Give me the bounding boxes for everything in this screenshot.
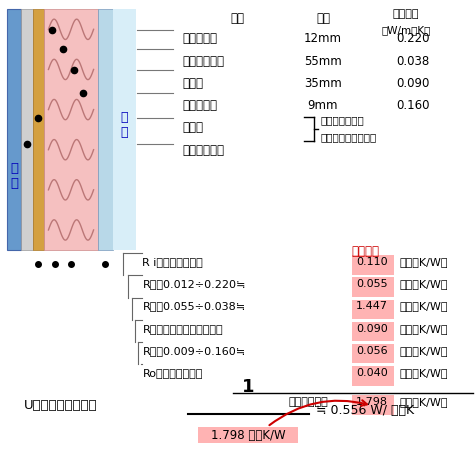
Bar bbox=[98, 9, 113, 250]
Text: 1.798 ㎡・K/W: 1.798 ㎡・K/W bbox=[211, 429, 285, 442]
Text: 1: 1 bbox=[242, 378, 255, 396]
Text: R４：0.009÷0.160≒: R４：0.009÷0.160≒ bbox=[142, 346, 246, 356]
Bar bbox=[352, 366, 394, 386]
Text: 0.038: 0.038 bbox=[397, 55, 430, 68]
Bar bbox=[352, 300, 394, 319]
Text: 0.040: 0.040 bbox=[356, 368, 388, 378]
Bar bbox=[352, 344, 394, 363]
Text: 熱抵抗値合計: 熱抵抗値合計 bbox=[289, 397, 329, 407]
Text: 9mm: 9mm bbox=[308, 99, 338, 112]
Bar bbox=[33, 9, 44, 250]
Bar bbox=[352, 322, 394, 341]
Text: 通気層から外は: 通気層から外は bbox=[321, 116, 364, 125]
Text: 0.160: 0.160 bbox=[397, 99, 430, 112]
Text: 0.055: 0.055 bbox=[356, 279, 388, 289]
Text: （W/m・K）: （W/m・K） bbox=[381, 25, 431, 36]
Text: 熱伝導率: 熱伝導率 bbox=[393, 9, 419, 19]
Text: 材料: 材料 bbox=[230, 12, 245, 25]
Text: 石膏ボード: 石膏ボード bbox=[183, 32, 218, 45]
Text: R３：現場施工の空気層＝: R３：現場施工の空気層＝ bbox=[142, 324, 223, 334]
Bar bbox=[199, 427, 298, 443]
Text: （㎡・K/W）: （㎡・K/W） bbox=[399, 279, 447, 289]
Bar bbox=[352, 277, 394, 297]
Text: 55mm: 55mm bbox=[304, 55, 342, 68]
Text: R２：0.055÷0.038≒: R２：0.055÷0.038≒ bbox=[142, 301, 246, 312]
Text: （㎡・K/W）: （㎡・K/W） bbox=[399, 346, 447, 356]
Bar bbox=[352, 395, 394, 415]
Text: 0.056: 0.056 bbox=[356, 346, 388, 356]
Text: 12mm: 12mm bbox=[304, 32, 342, 45]
Text: 空気層: 空気層 bbox=[183, 77, 204, 90]
Text: 厚さ: 厚さ bbox=[316, 12, 330, 25]
Text: 0.090: 0.090 bbox=[397, 77, 430, 90]
Text: 熱抵抗値: 熱抵抗値 bbox=[352, 245, 380, 258]
Text: U値（熱貫流率）＝: U値（熱貫流率）＝ bbox=[24, 399, 97, 412]
Text: ≒ 0.556 W/ ㎡・K: ≒ 0.556 W/ ㎡・K bbox=[316, 404, 414, 417]
Text: （㎡・K/W）: （㎡・K/W） bbox=[399, 257, 447, 267]
Bar bbox=[7, 9, 21, 250]
Text: 35mm: 35mm bbox=[304, 77, 342, 90]
Text: 通気層: 通気層 bbox=[183, 121, 204, 134]
Text: （㎡・K/W）: （㎡・K/W） bbox=[399, 324, 447, 334]
Text: （㎡・K/W）: （㎡・K/W） bbox=[399, 397, 447, 407]
Text: Ro：室外側熱抵抗: Ro：室外側熱抵抗 bbox=[142, 368, 203, 378]
Text: （㎡・K/W）: （㎡・K/W） bbox=[399, 301, 447, 312]
Bar bbox=[113, 9, 136, 250]
Text: 0.220: 0.220 bbox=[397, 32, 430, 45]
Bar bbox=[44, 9, 98, 250]
Text: 構造用合板: 構造用合板 bbox=[183, 99, 218, 112]
Text: （㎡・K/W）: （㎡・K/W） bbox=[399, 368, 447, 378]
Text: R i：室内側熱抵抗: R i：室内側熱抵抗 bbox=[142, 257, 203, 267]
Text: 1.447: 1.447 bbox=[356, 301, 388, 312]
Text: サイディング: サイディング bbox=[183, 144, 225, 156]
Text: 熱抵抗には含まない: 熱抵抗には含まない bbox=[321, 132, 377, 142]
Text: 室
外: 室 外 bbox=[10, 162, 18, 190]
Bar bbox=[352, 255, 394, 275]
Text: R１：0.012÷0.220≒: R１：0.012÷0.220≒ bbox=[142, 279, 246, 289]
Text: ロックウール: ロックウール bbox=[183, 55, 225, 68]
Text: 0.090: 0.090 bbox=[356, 324, 388, 334]
Text: 1.798: 1.798 bbox=[356, 397, 388, 407]
Bar bbox=[21, 9, 33, 250]
Text: 室
内: 室 内 bbox=[121, 111, 128, 139]
Text: 0.110: 0.110 bbox=[356, 257, 388, 267]
